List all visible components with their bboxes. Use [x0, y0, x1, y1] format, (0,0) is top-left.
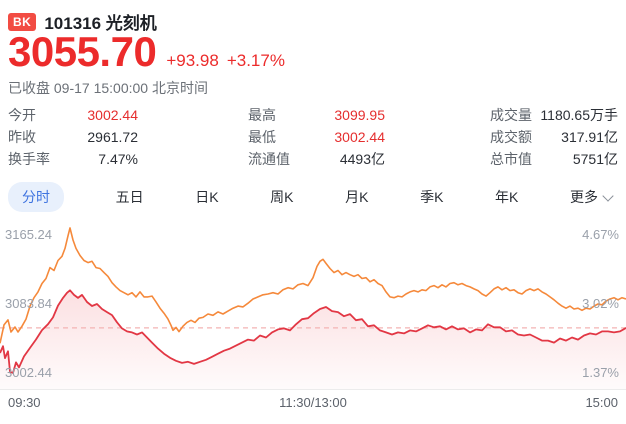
stat-label: 昨收 [8, 129, 36, 145]
page-title: 101316 光刻机 [44, 14, 157, 33]
stat-value: 2961.72 [87, 129, 138, 145]
stat-volume: 成交量 1180.65万手 [490, 104, 618, 126]
stat-high: 最高 3099.95 [248, 104, 385, 126]
stat-market-cap: 总市值 5751亿 [490, 148, 618, 170]
tab-intraday[interactable]: 分时 [8, 182, 64, 212]
x-axis-tick-close: 15:00 [585, 395, 618, 410]
stat-value: 3002.44 [87, 107, 138, 123]
tab-more[interactable]: 更多 [569, 182, 614, 212]
period-tabs: 分时 五日 日K 周K 月K 季K 年K 更多 [0, 182, 626, 212]
stat-label: 成交额 [490, 129, 532, 145]
tab-daily-k[interactable]: 日K [195, 182, 218, 212]
stat-label: 流通值 [248, 151, 290, 167]
price-change: +93.98 [166, 51, 219, 70]
bk-sector-badge: BK [8, 12, 37, 31]
stat-value: 7.47% [98, 151, 138, 167]
stat-value: 317.91亿 [561, 129, 618, 145]
stat-value: 1180.65万手 [540, 107, 618, 123]
x-axis: 09:30 11:30/13:00 15:00 [0, 389, 626, 424]
stat-label: 最高 [248, 107, 276, 123]
stat-prev-close: 昨收 2961.72 [8, 126, 138, 148]
last-price: 3055.70 [8, 28, 157, 75]
stat-label: 最低 [248, 129, 276, 145]
stats-column-3: 成交量 1180.65万手 成交额 317.91亿 总市值 5751亿 [490, 104, 618, 170]
market-status: 已收盘 09-17 15:00:00 北京时间 [8, 80, 208, 96]
stat-turnover-rate: 换手率 7.47% [8, 148, 138, 170]
tab-quarterly-k[interactable]: 季K [420, 182, 443, 212]
stat-label: 成交量 [490, 107, 532, 123]
price-row: 3055.70 +93.98 +3.17% [8, 31, 285, 73]
stat-float-value: 流通值 4493亿 [248, 148, 385, 170]
tab-five-day[interactable]: 五日 [116, 182, 144, 212]
stat-value: 3002.44 [334, 129, 385, 145]
tab-weekly-k[interactable]: 周K [270, 182, 293, 212]
intraday-chart[interactable] [0, 218, 626, 389]
stat-open: 今开 3002.44 [8, 104, 138, 126]
stat-label: 总市值 [490, 151, 532, 167]
price-change-percent: +3.17% [226, 51, 285, 70]
tab-more-label: 更多 [569, 189, 598, 205]
stats-column-1: 今开 3002.44 昨收 2961.72 换手率 7.47% [8, 104, 138, 170]
stat-amount: 成交额 317.91亿 [490, 126, 618, 148]
stat-value: 5751亿 [572, 151, 618, 167]
stat-label: 今开 [8, 107, 36, 123]
x-axis-tick-midday: 11:30/13:00 [279, 395, 347, 410]
header: BK 101316 光刻机 [8, 9, 157, 34]
x-axis-tick-open: 09:30 [8, 395, 41, 410]
stat-value: 4493亿 [339, 151, 385, 167]
chevron-down-icon [602, 189, 614, 202]
stat-low: 最低 3002.44 [248, 126, 385, 148]
tab-monthly-k[interactable]: 月K [345, 182, 368, 212]
intraday-chart-canvas [0, 227, 626, 389]
stats-column-2: 最高 3099.95 最低 3002.44 流通值 4493亿 [248, 104, 385, 170]
stat-value: 3099.95 [334, 107, 385, 123]
tab-yearly-k[interactable]: 年K [495, 182, 518, 212]
stat-label: 换手率 [8, 151, 50, 167]
